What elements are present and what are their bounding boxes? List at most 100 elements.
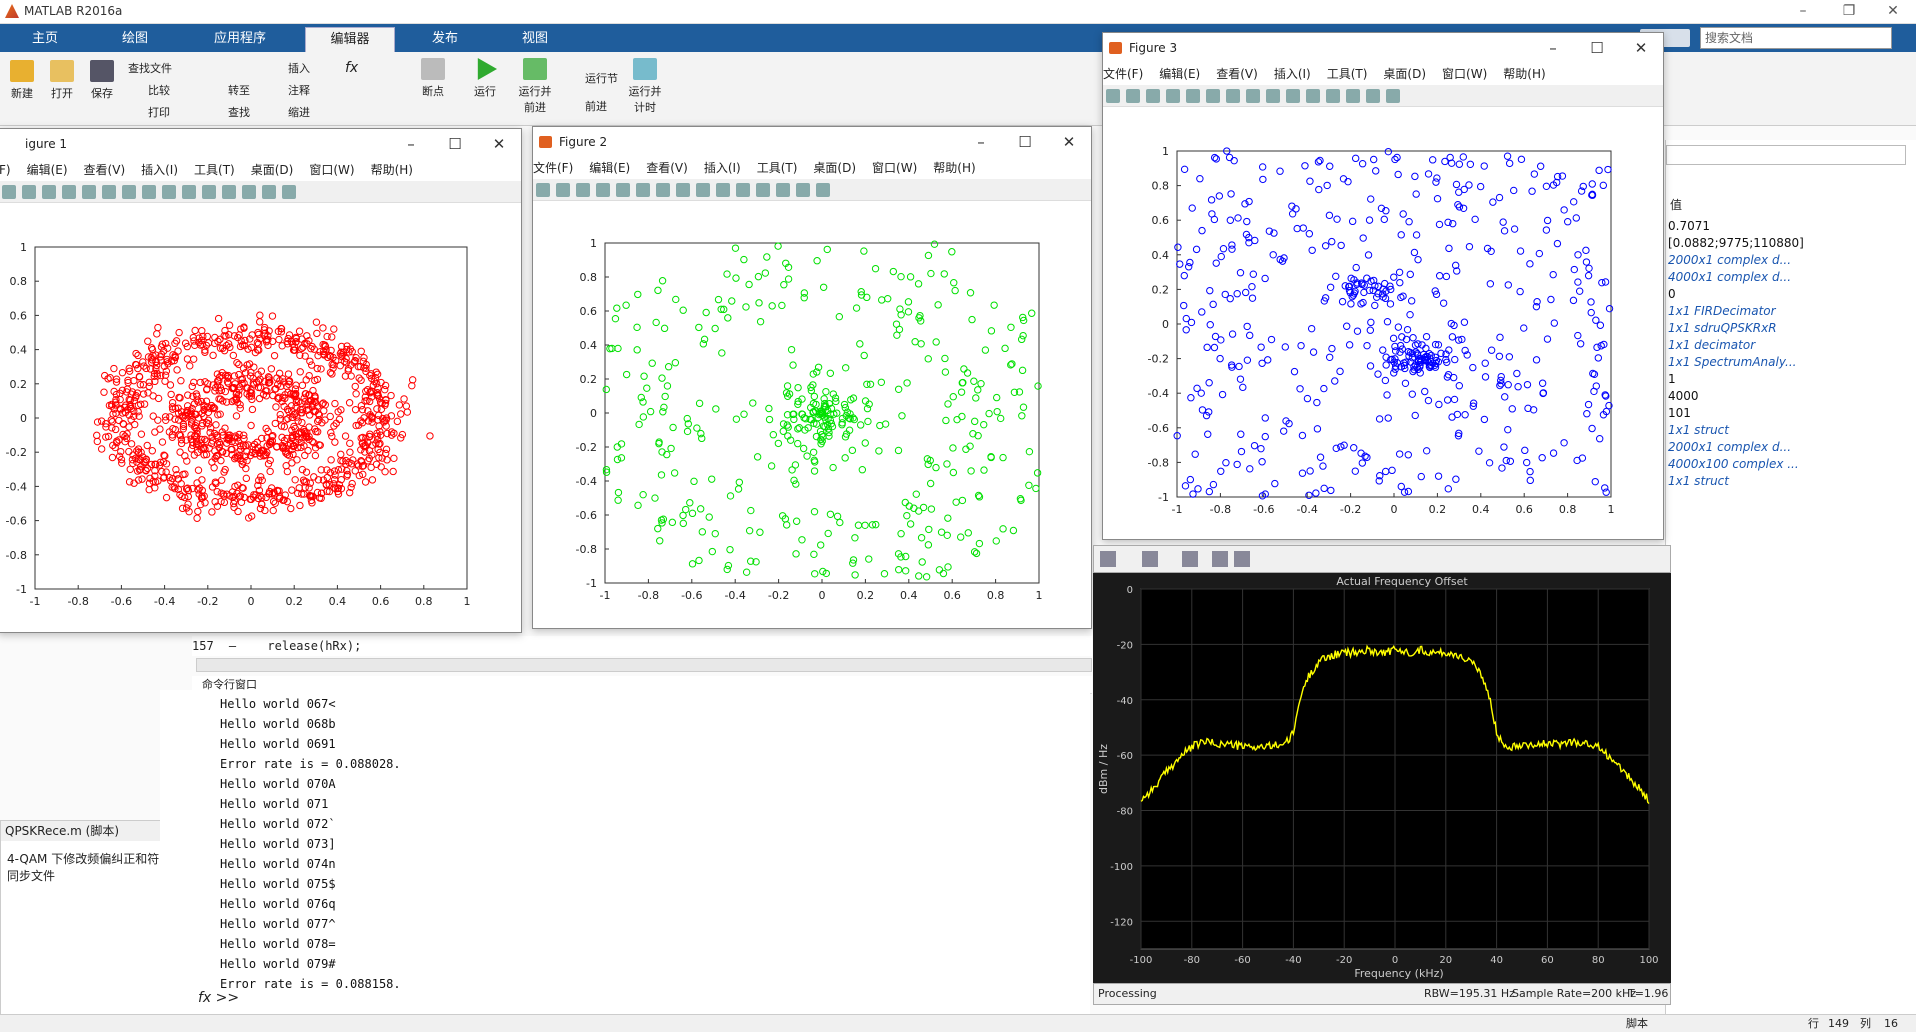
tab-publish[interactable]: 发布 [431,31,458,46]
menu-item[interactable]: 查看(V) [83,163,126,177]
workspace-value[interactable]: 1x1 decimator [1668,338,1756,352]
run-section-button[interactable]: 运行节 [585,72,618,85]
menu-item[interactable]: 编辑(E) [589,161,631,175]
maximize-icon[interactable]: ☐ [1590,39,1604,57]
workspace-value[interactable]: [0.0882;9775;110880] [1668,236,1804,250]
find-button[interactable]: 查找 [228,106,250,119]
open-button[interactable]: 打开 [48,60,76,101]
menu-item[interactable]: 窗口(W) [872,161,918,175]
workspace-value[interactable]: 1x1 FIRDecimator [1668,304,1776,318]
new-button[interactable]: 新建 [8,60,36,101]
tab-editor[interactable]: 编辑器 [305,27,395,52]
workspace-value[interactable]: 0.7071 [1668,219,1710,233]
menu-item[interactable]: 编辑(E) [1159,67,1201,81]
menu-item[interactable]: 插入(I) [1273,67,1311,81]
menu-item[interactable]: 工具(T) [194,163,235,177]
details-file-header[interactable]: QPSKRece.m (脚本) [1,821,187,841]
figure2-axes[interactable]: -1 -0.8 -0.6 -0.4 -0.2 0 0.2 0.4 0.6 0.8 110.80.60… [533,201,1091,628]
editor-line[interactable]: 157 – release(hRx); [192,636,1092,656]
menu-item[interactable]: 插入(I) [703,161,741,175]
command-prompt[interactable]: fx >> [198,990,240,1006]
menu-item[interactable]: 工具(T) [756,161,798,175]
close-icon[interactable]: ✕ [1887,3,1899,19]
menu-item[interactable]: 帮助(H) [370,163,413,177]
command-window[interactable]: Hello world 067< Hello world 068b Hello wo… [160,690,1090,1020]
menu-item[interactable]: 文件(F) [1103,67,1144,81]
zoom-icon[interactable] [1142,551,1158,567]
goto-button[interactable]: 转至 [228,84,250,97]
workspace-value[interactable]: 4000x100 complex ... [1668,457,1799,471]
close-icon[interactable]: ✕ [1634,39,1648,57]
spectrum-plot[interactable]: Actual Frequency Offset -100 -80 -60 -40 -20… [1093,573,1671,983]
minimize-icon[interactable]: – [1799,3,1807,19]
advance-button[interactable]: 前进 [585,100,607,113]
tab-view[interactable]: 视图 [521,31,548,46]
workspace-value[interactable]: 0 [1668,287,1676,301]
data-point [313,364,322,373]
editor-hscrollbar[interactable] [196,658,1092,672]
save-button[interactable]: 保存 [88,60,116,101]
workspace-value[interactable]: 101 [1668,406,1691,420]
tab-plots[interactable]: 绘图 [121,31,148,46]
menu-item[interactable]: 窗口(W) [1442,67,1488,81]
restore-icon[interactable]: ❐ [1842,3,1856,19]
workspace-value[interactable]: 4000x1 complex d... [1668,270,1792,284]
doc-search-input[interactable]: 搜索文档 [1700,27,1892,49]
print-button[interactable]: 打印 [148,106,170,119]
menu-item[interactable]: 工具(T) [1326,67,1368,81]
fx-icon[interactable]: fx [345,60,359,76]
comment-button[interactable]: 注释 [288,84,310,97]
figure1-title: igure 1 [25,137,68,151]
workspace-value[interactable]: 1x1 SpectrumAnaly... [1668,355,1797,369]
menu-item[interactable]: 帮助(H) [933,161,976,175]
menu-item[interactable]: 文件(F) [533,161,574,175]
menu-item[interactable]: 窗口(W) [309,163,355,177]
figure3-axes[interactable]: -1 -0.8 -0.6 -0.4 -0.2 0 0.2 0.4 0.6 0.8 110.80.60… [1103,107,1663,539]
find-files-button[interactable]: 查找文件 [128,62,172,75]
run-button[interactable]: 运行 [470,58,500,99]
workspace-value[interactable]: 2000x1 complex d... [1668,253,1792,267]
minimize-icon[interactable]: – [977,133,985,151]
figure1-window[interactable]: igure 1 – ☐ ✕ F) 编辑(E) 查看(V) 插入(I) 工具(T) 桌面(D) 窗… [0,128,522,633]
menu-item[interactable]: 插入(I) [141,163,179,177]
tab-home[interactable]: 主页 [31,31,58,46]
maximize-icon[interactable]: ☐ [448,135,462,153]
menu-item[interactable]: 查看(V) [1216,67,1258,81]
run-time-button[interactable]: 运行并 计时 [625,58,665,115]
menu-item[interactable]: 编辑(E) [26,163,68,177]
figure3-window[interactable]: Figure 3 – ☐ ✕ 文件(F) 编辑(E) 查看(V) 插入(I) 工具(T) 桌面… [1102,32,1664,540]
menu-item[interactable]: 桌面(D) [1383,67,1427,81]
peak-icon[interactable] [1234,551,1250,567]
menu-item[interactable]: 帮助(H) [1503,67,1546,81]
figure2-window[interactable]: Figure 2 – ☐ ✕ 文件(F) 编辑(E) 查看(V) 插入(I) 工具(T) 桌面… [532,126,1092,629]
workspace-value[interactable]: 1x1 struct [1668,423,1729,437]
insert-button[interactable]: 插入 [288,62,310,75]
menu-item[interactable]: 桌面(D) [250,163,294,177]
indent-button[interactable]: 缩进 [288,106,310,119]
cursor-icon[interactable] [1212,551,1228,567]
menu-item[interactable]: F) [0,163,11,177]
minimize-icon[interactable]: – [1549,39,1557,57]
data-point [255,476,263,485]
workspace-value[interactable]: 4000 [1668,389,1699,403]
autoscale-icon[interactable] [1182,551,1198,567]
menu-item[interactable]: 查看(V) [646,161,688,175]
workspace-value[interactable]: 1 [1668,372,1676,386]
breakpoints-button[interactable]: 断点 [418,58,448,99]
close-icon[interactable]: ✕ [1062,133,1076,151]
data-point [964,529,972,537]
workspace-value[interactable]: 1x1 struct [1668,474,1729,488]
data-point [192,410,200,418]
workspace-path-input[interactable] [1666,145,1906,165]
tab-apps[interactable]: 应用程序 [213,31,266,46]
run-advance-button[interactable]: 运行并 前进 [515,58,555,115]
workspace-value[interactable]: 2000x1 complex d... [1668,440,1792,454]
close-icon[interactable]: ✕ [492,135,506,153]
settings-icon[interactable] [1100,551,1116,567]
menu-item[interactable]: 桌面(D) [813,161,857,175]
workspace-value[interactable]: 1x1 sdruQPSKRxR [1668,321,1777,335]
minimize-icon[interactable]: – [407,135,415,153]
maximize-icon[interactable]: ☐ [1018,133,1032,151]
figure1-axes[interactable]: -1 -0.8 -0.6 -0.4 -0.2 0 0.2 0.4 0.6 0.8 110.80.60… [0,203,521,632]
compare-button[interactable]: 比较 [148,84,170,97]
